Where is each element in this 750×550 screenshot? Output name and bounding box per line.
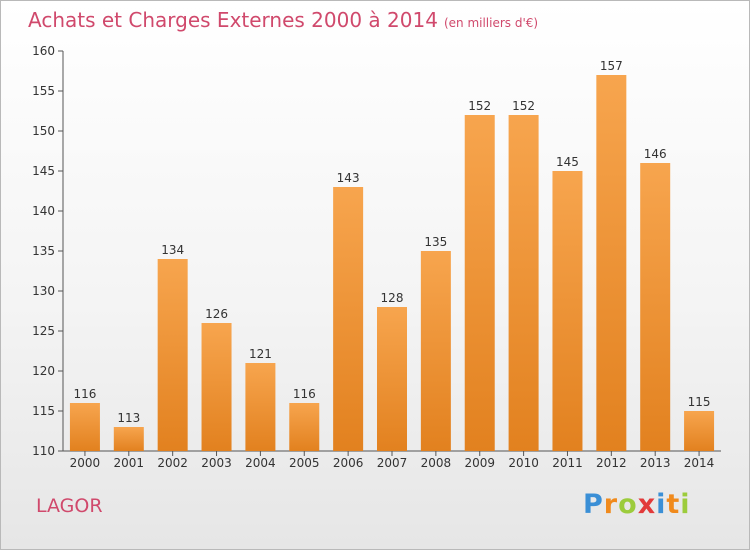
x-tick-label: 2013 [640, 456, 671, 470]
x-tick-label: 2011 [552, 456, 583, 470]
bar-value-label: 116 [293, 387, 316, 401]
y-tick-label: 110 [32, 444, 55, 458]
data-labels: 116 113 134 126 121 116 143 128 135 152 152 145 157 1… [73, 59, 710, 425]
x-tick-label: 2008 [421, 456, 452, 470]
x-tick-label: 2010 [508, 456, 539, 470]
bar-value-label: 115 [688, 395, 711, 409]
bar-value-label: 121 [249, 347, 272, 361]
bar-value-label: 116 [73, 387, 96, 401]
bars [69, 75, 715, 451]
logo-letter: t [666, 489, 681, 520]
proxiti-logo: Proxiti [583, 489, 691, 520]
chart-subtitle: (en milliers d'€) [443, 16, 539, 30]
x-tick-label: 2004 [245, 456, 276, 470]
y-tick-label: 135 [32, 244, 55, 258]
x-tick-label: 2005 [289, 456, 320, 470]
bar-value-label: 145 [556, 155, 579, 169]
chart-title: Achats et Charges Externes 2000 à 2014 (e… [28, 8, 538, 32]
chart-title-text: Achats et Charges Externes 2000 à 2014 [28, 8, 438, 32]
bar-value-label: 143 [337, 171, 360, 185]
bar-value-label: 113 [117, 411, 140, 425]
bar [69, 403, 100, 451]
y-axis: 110 115 120 125 130 135 140 145 150 155 160 [32, 44, 64, 458]
bar [596, 75, 627, 451]
bar [420, 251, 451, 451]
x-tick-label: 2014 [684, 456, 715, 470]
bar-value-label: 135 [424, 235, 447, 249]
logo-letter: x [637, 489, 657, 520]
x-tick-label: 2003 [201, 456, 232, 470]
x-tick-label: 2012 [596, 456, 627, 470]
bar [552, 171, 583, 451]
bar [245, 363, 276, 451]
bar [640, 163, 671, 451]
logo-letter: o [618, 489, 638, 520]
y-tick-label: 155 [32, 84, 55, 98]
commune-name: LAGOR [36, 495, 103, 517]
bar [377, 307, 407, 451]
y-tick-label: 150 [32, 124, 55, 138]
bar [684, 411, 715, 451]
x-tick-label: 2000 [70, 456, 101, 470]
bar-value-label: 128 [381, 291, 404, 305]
logo-letter: r [603, 489, 619, 520]
logo-letter: i [680, 489, 691, 520]
bar [157, 259, 188, 451]
x-tick-label: 2002 [157, 456, 188, 470]
bar-value-label: 152 [512, 99, 535, 113]
bar-value-label: 134 [161, 243, 184, 257]
y-tick-label: 160 [32, 44, 55, 58]
x-axis: 2000 2001 2002 2003 2004 2005 2006 2007 2008 2009… [63, 450, 721, 470]
y-tick-label: 115 [32, 404, 55, 418]
bar [464, 115, 495, 451]
bar [289, 403, 320, 451]
y-tick-label: 125 [32, 324, 55, 338]
x-tick-label: 2006 [333, 456, 364, 470]
bar-value-label: 157 [600, 59, 623, 73]
y-tick-label: 145 [32, 164, 55, 178]
y-tick-label: 130 [32, 284, 55, 298]
bar-value-label: 152 [468, 99, 491, 113]
bar [333, 187, 364, 451]
logo-letter: i [656, 489, 667, 520]
y-tick-label: 140 [32, 204, 55, 218]
x-tick-label: 2001 [114, 456, 145, 470]
bar [201, 323, 232, 451]
bar [113, 427, 144, 451]
x-tick-label: 2007 [377, 456, 408, 470]
bar-value-label: 146 [644, 147, 667, 161]
bar-value-label: 126 [205, 307, 228, 321]
bar [508, 115, 539, 451]
logo-letter: P [583, 489, 604, 520]
y-tick-label: 120 [32, 364, 55, 378]
x-tick-label: 2009 [464, 456, 495, 470]
